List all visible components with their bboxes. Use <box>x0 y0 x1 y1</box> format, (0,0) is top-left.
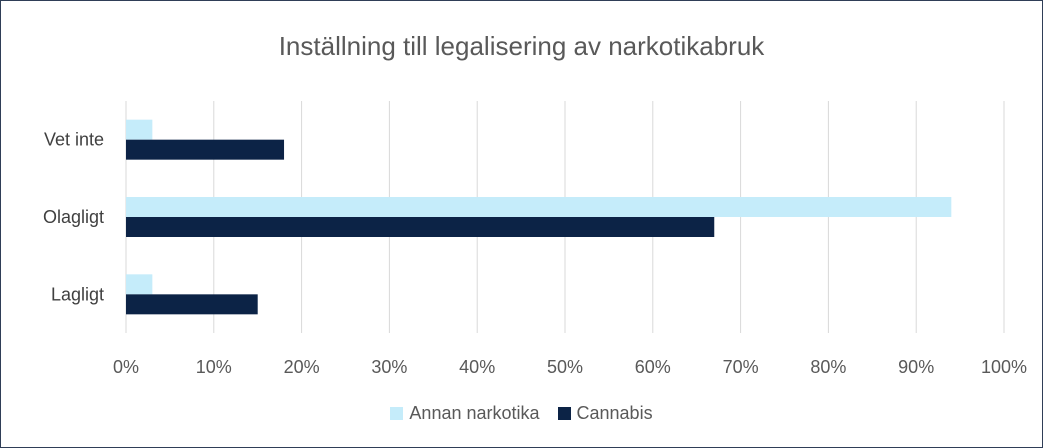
legend-label-1: Cannabis <box>576 403 653 423</box>
x-tick-label: 60% <box>635 357 671 377</box>
bar-cannabis <box>126 139 285 160</box>
x-tick-label: 10% <box>196 357 232 377</box>
bars <box>126 119 952 315</box>
x-tick-label: 20% <box>284 357 320 377</box>
bar-cannabis <box>126 294 258 315</box>
bar-annan-narkotika <box>126 197 952 217</box>
x-tick-label: 90% <box>898 357 934 377</box>
chart-title: Inställning till legalisering av narkoti… <box>278 31 765 61</box>
x-tick-label: 40% <box>459 357 495 377</box>
legend-swatch-1 <box>557 407 571 420</box>
legend-swatch-0 <box>390 407 404 420</box>
bar-annan-narkotika <box>126 274 153 295</box>
x-tick-label: 50% <box>547 357 583 377</box>
x-tick-label: 80% <box>810 357 846 377</box>
category-label: Olagligt <box>43 207 104 227</box>
legend-item-series-0: Annan narkotika <box>390 403 540 424</box>
legend: Annan narkotika Cannabis <box>1 403 1042 424</box>
tick-labels: 0% 10% 20% 30% 40% 50% 60% 70% 80% 90% 100% <box>113 357 1027 377</box>
bar-annan-narkotika <box>126 119 153 140</box>
legend-item-series-1: Cannabis <box>557 403 653 424</box>
category-label: Lagligt <box>51 284 104 304</box>
bar-cannabis <box>126 217 715 237</box>
x-tick-label: 70% <box>723 357 759 377</box>
x-tick-label: 0% <box>113 357 139 377</box>
category-labels: Vet inte Olagligt Lagligt <box>43 130 104 305</box>
category-label: Vet inte <box>44 130 104 150</box>
legend-label-0: Annan narkotika <box>409 403 540 423</box>
x-tick-label: 100% <box>981 357 1027 377</box>
x-tick-label: 30% <box>371 357 407 377</box>
